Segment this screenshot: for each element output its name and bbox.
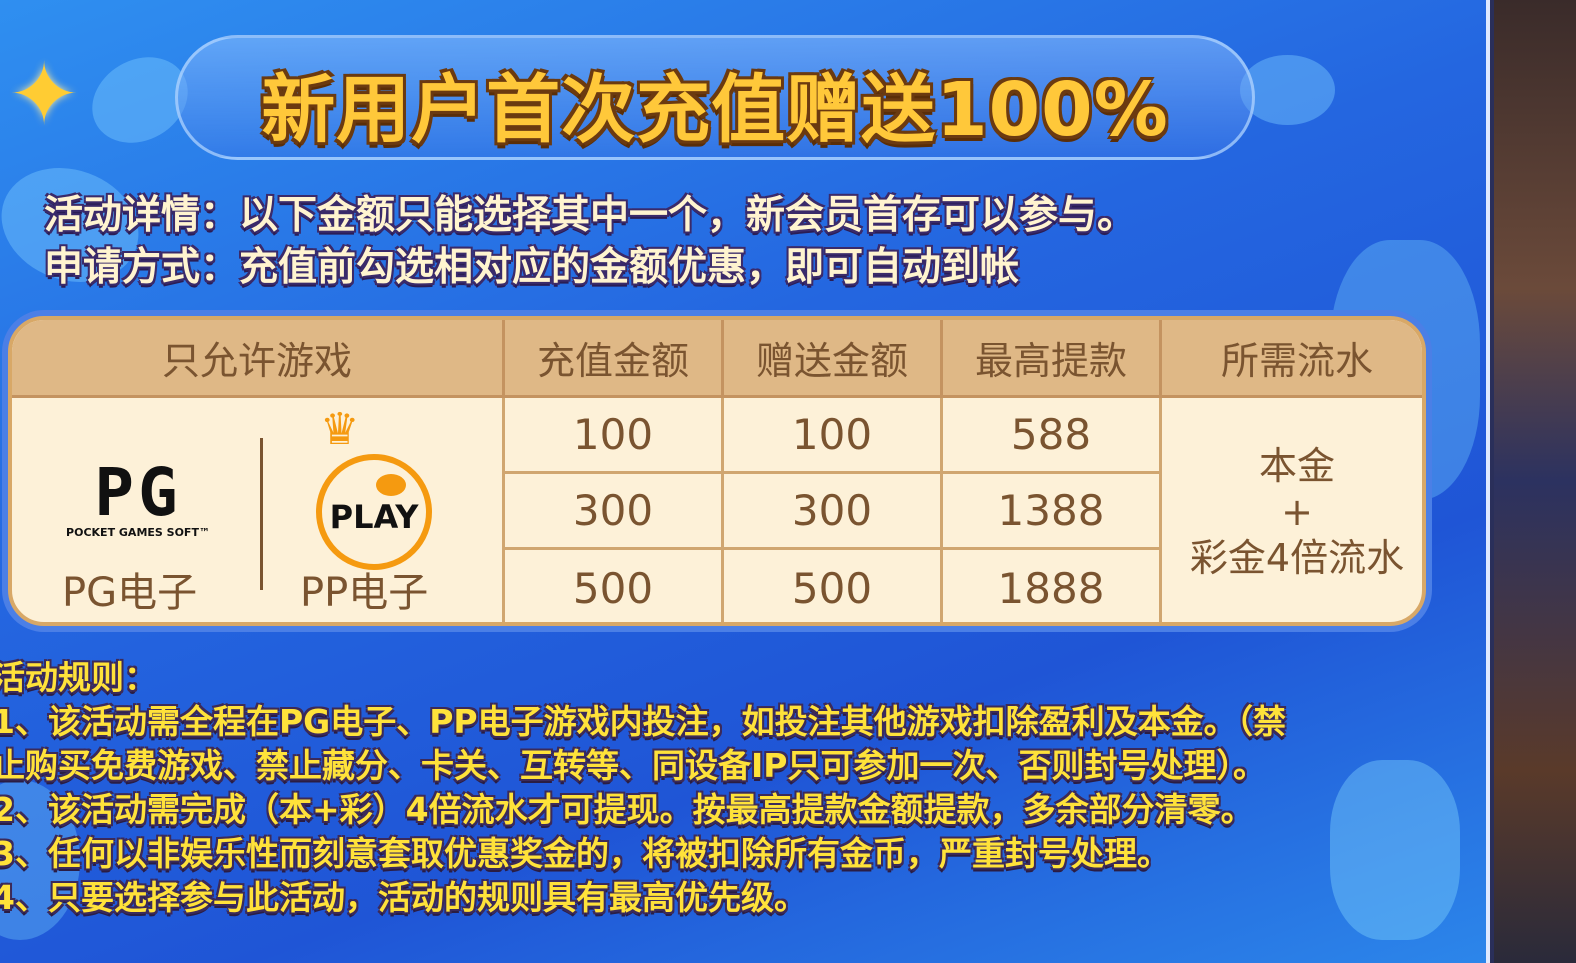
pg-label: PG电子	[62, 570, 198, 616]
rule-line: 4、只要选择参与此活动，活动的规则具有最高优先级。	[0, 878, 807, 917]
turnover-plus: +	[1281, 490, 1313, 534]
activity-details: 活动详情：以下金额只能选择其中一个，新会员首存可以参与。	[44, 193, 1137, 238]
deposit-300: 300	[505, 474, 724, 550]
pg-logo: PG POCKET GAMES SOFT™	[66, 454, 210, 540]
decor-bubble	[1330, 760, 1460, 940]
games-cell: PG POCKET GAMES SOFT™ PG电子 ♛ PLAY PP电子	[12, 398, 505, 622]
turnover-bonus: 彩金4倍流水	[1189, 536, 1405, 580]
header-required-turnover: 所需流水	[1162, 320, 1422, 398]
header-max-withdrawal: 最高提款	[943, 320, 1162, 398]
max-withdraw-1888: 1888	[943, 550, 1162, 622]
bonus-500: 500	[724, 550, 943, 622]
rule-line: 3、任何以非娱乐性而刻意套取优惠奖金的，将被扣除所有金币，严重封号处理。	[0, 834, 1170, 873]
divider	[260, 438, 263, 590]
max-withdraw-1388: 1388	[943, 474, 1162, 550]
rule-line: 1、该活动需全程在PG电子、PP电子游戏内投注，如投注其他游戏扣除盈利及本金。（…	[0, 702, 1287, 741]
bonus-100: 100	[724, 398, 943, 474]
max-withdraw-588: 588	[943, 398, 1162, 474]
turnover-cell: 本金 + 彩金4倍流水	[1162, 398, 1422, 622]
rule-line: 2、该活动需完成（本+彩）4倍流水才可提现。按最高提款金额提款，多余部分清零。	[0, 790, 1254, 829]
title-banner	[175, 35, 1255, 160]
bonus-table: 只允许游戏 充值金额 赠送金额 最高提款 所需流水 PG POCKET GAME…	[8, 316, 1426, 626]
header-deposit-amount: 充值金额	[505, 320, 724, 398]
bonus-300: 300	[724, 474, 943, 550]
pp-logo-dot	[376, 474, 406, 496]
pp-logo: PLAY	[316, 454, 432, 570]
crown-icon: ♛	[320, 404, 360, 455]
header-bonus-amount: 赠送金额	[724, 320, 943, 398]
turnover-principal: 本金	[1258, 444, 1335, 488]
background-edge	[1494, 0, 1576, 963]
promo-title: 新用户首次充值赠送100%	[261, 67, 1169, 153]
sparkle-star-icon: ✦	[8, 45, 81, 145]
decor-bubble	[1240, 55, 1335, 125]
deposit-500: 500	[505, 550, 724, 622]
header-allowed-games: 只允许游戏	[12, 320, 505, 398]
deposit-100: 100	[505, 398, 724, 474]
rules-heading: 活动规则：	[0, 658, 157, 697]
application-method: 申请方式：充值前勾选相对应的金额优惠，即可自动到帐	[44, 245, 1020, 290]
pp-label: PP电子	[300, 570, 429, 616]
promo-panel: ✦ 新用户首次充值赠送100% 活动详情：以下金额只能选择其中一个，新会员首存可…	[0, 0, 1490, 963]
rule-line: 止购买免费游戏、禁止藏分、卡关、互转等、同设备IP只可参加一次、否则封号处理）。	[0, 746, 1266, 785]
